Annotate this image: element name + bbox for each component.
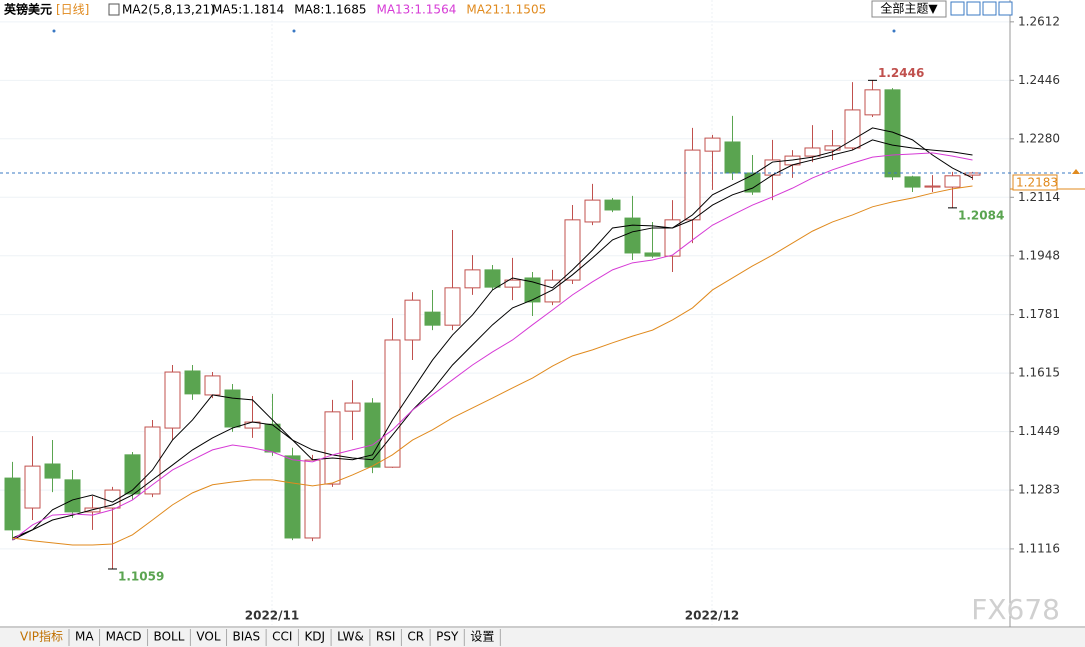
candle-body bbox=[224, 389, 241, 428]
tool-icon[interactable] bbox=[998, 1, 1013, 16]
candle-body bbox=[884, 89, 901, 178]
candle-body bbox=[824, 145, 841, 151]
y-tick-label: 1.1781 bbox=[1018, 307, 1060, 321]
candle-body bbox=[464, 269, 481, 289]
ma-line bbox=[12, 185, 973, 546]
tab-label[interactable]: BOLL bbox=[154, 630, 185, 644]
legend-entry: MA21:1.1505 bbox=[466, 3, 546, 17]
theme-button-label[interactable]: 全部主题▼ bbox=[880, 1, 938, 16]
x-tick-label: 2022/11 bbox=[245, 609, 299, 623]
candle-body bbox=[664, 219, 681, 257]
tab-label[interactable]: LW& bbox=[337, 630, 364, 644]
y-tick-label: 1.1948 bbox=[1018, 248, 1060, 262]
ma-line bbox=[12, 139, 973, 539]
marker-dot bbox=[292, 29, 296, 33]
tab-label[interactable]: MACD bbox=[106, 630, 142, 644]
candle-body bbox=[844, 109, 861, 149]
candle-body bbox=[184, 370, 201, 395]
plot bbox=[0, 0, 1010, 625]
last-price-arrow bbox=[1072, 168, 1080, 174]
candle-body bbox=[704, 137, 721, 152]
candle-body bbox=[124, 454, 141, 495]
y-tick-label: 1.2612 bbox=[1018, 14, 1060, 28]
candle-body bbox=[324, 411, 341, 485]
legend-entry: MA8:1.1685 bbox=[294, 3, 366, 17]
candle-body bbox=[404, 299, 421, 341]
tab-label[interactable]: CCI bbox=[272, 630, 292, 644]
tab-label[interactable]: 设置 bbox=[470, 630, 494, 644]
candle-body bbox=[524, 277, 541, 303]
ma-line bbox=[12, 127, 973, 541]
tab-label[interactable]: VOL bbox=[196, 630, 220, 644]
y-tick-label: 1.1615 bbox=[1018, 366, 1060, 380]
candle-body bbox=[384, 339, 401, 468]
tab-label[interactable]: CR bbox=[407, 630, 424, 644]
candle-body bbox=[864, 89, 881, 116]
tab-label[interactable]: VIP指标 bbox=[20, 629, 63, 644]
candle-body bbox=[204, 375, 221, 396]
x-tick-label: 2022/12 bbox=[685, 609, 739, 623]
candle-body bbox=[744, 172, 761, 193]
extreme-label: 1.1059 bbox=[118, 569, 164, 583]
y-tick-label: 1.2446 bbox=[1018, 73, 1060, 87]
candle-body bbox=[544, 279, 561, 303]
candle-body bbox=[624, 217, 641, 254]
marker-dot bbox=[52, 29, 56, 33]
tab-label[interactable]: KDJ bbox=[304, 630, 325, 644]
extreme-label: 1.2084 bbox=[958, 208, 1004, 222]
candle-body bbox=[484, 269, 501, 288]
candle-body bbox=[724, 141, 741, 174]
tab-label[interactable]: BIAS bbox=[233, 630, 261, 644]
extreme-label: 1.2446 bbox=[878, 66, 924, 80]
y-tick-label: 1.2114 bbox=[1018, 190, 1060, 204]
watermark: FX678 bbox=[971, 593, 1060, 626]
tab-bar bbox=[0, 628, 1085, 647]
candle-body bbox=[364, 402, 381, 468]
tool-icons[interactable] bbox=[950, 1, 1013, 16]
last-price-box bbox=[1012, 174, 1058, 191]
y-tick-label: 1.1116 bbox=[1018, 541, 1060, 555]
candle-body bbox=[304, 459, 321, 539]
candle-body bbox=[164, 371, 181, 429]
candle-body bbox=[444, 287, 461, 326]
legend-entry: MA13:1.1564 bbox=[376, 3, 456, 17]
tab-label[interactable]: RSI bbox=[376, 630, 396, 644]
y-tick-label: 1.1449 bbox=[1018, 424, 1060, 438]
candle-body bbox=[804, 147, 821, 157]
tab-label[interactable]: MA bbox=[75, 630, 94, 644]
candle-body bbox=[24, 465, 41, 509]
y-tick-label: 1.2280 bbox=[1018, 131, 1060, 145]
candle-body bbox=[604, 199, 621, 211]
period: [日线] bbox=[56, 3, 89, 17]
candle-body bbox=[944, 175, 961, 188]
candle-body bbox=[504, 279, 521, 288]
marker-dot bbox=[892, 29, 896, 33]
tool-icon[interactable] bbox=[982, 1, 997, 16]
indicator: MA2(5,8,13,21) bbox=[122, 3, 215, 17]
last-price-label: 1.2183 bbox=[1016, 175, 1058, 189]
tool-icon[interactable] bbox=[966, 1, 981, 16]
chart-title: 英镑美元 bbox=[4, 2, 52, 17]
candle-body bbox=[584, 199, 601, 223]
candle-body bbox=[4, 477, 21, 531]
candle-body bbox=[44, 463, 61, 479]
legend-entry: MA5:1.1814 bbox=[212, 3, 284, 17]
candle-body bbox=[424, 311, 441, 326]
candle-body bbox=[644, 252, 661, 257]
candle-body bbox=[564, 219, 581, 281]
legend-icon bbox=[108, 3, 120, 16]
theme-button[interactable] bbox=[871, 0, 947, 18]
ma-line bbox=[12, 152, 973, 541]
candle-body bbox=[904, 176, 921, 188]
tab-label[interactable]: PSY bbox=[436, 630, 459, 644]
y-tick-label: 1.1283 bbox=[1018, 483, 1060, 497]
candle-body bbox=[284, 455, 301, 539]
candle-body bbox=[924, 185, 941, 188]
tool-icon[interactable] bbox=[950, 1, 965, 16]
candle-body bbox=[64, 479, 81, 513]
candle-body bbox=[344, 402, 361, 412]
